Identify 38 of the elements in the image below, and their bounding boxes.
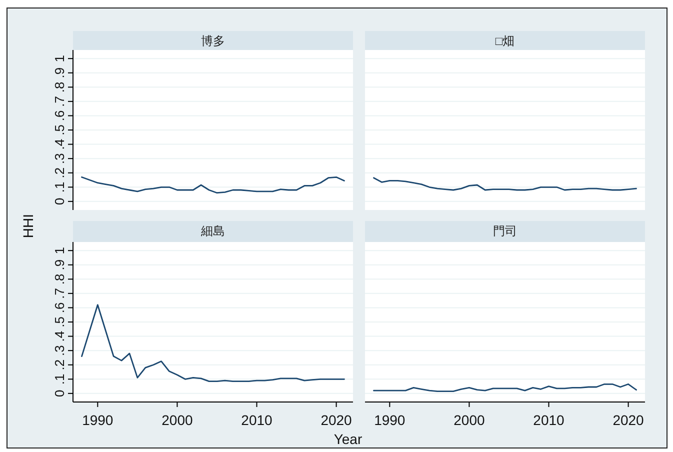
x-tick-label: 2000 — [454, 412, 485, 428]
y-tick-label: .8 — [52, 82, 67, 93]
y-tick-label: 0 — [52, 390, 67, 398]
y-tick-label: .6 — [52, 302, 67, 314]
x-tick-label: 2010 — [533, 412, 565, 428]
y-tick-label: 1 — [52, 54, 67, 62]
y-tick-label: 0 — [52, 198, 67, 206]
y-tick-label: .1 — [52, 182, 67, 193]
chart-title: 門司 — [493, 224, 517, 238]
y-tick-label: .6 — [52, 110, 67, 122]
y-tick-label: .3 — [52, 345, 67, 356]
y-tick-label: .5 — [52, 124, 67, 136]
y-tick-label: .7 — [52, 96, 67, 107]
x-tick-label: 1990 — [374, 412, 406, 428]
y-tick-label: .2 — [52, 167, 67, 178]
y-tick-label: .1 — [52, 374, 67, 385]
y-tick-label: .4 — [52, 138, 67, 150]
chart-title: 細島 — [200, 224, 225, 238]
chart-title: 博多 — [201, 34, 225, 48]
chart-title: □畑 — [495, 34, 515, 48]
y-tick-label: .4 — [52, 330, 67, 342]
y-tick-label: 1 — [52, 246, 67, 254]
x-tick-label: 2020 — [612, 412, 644, 428]
y-tick-label: .9 — [52, 259, 67, 270]
line-series — [81, 304, 345, 382]
x-tick-label: 2000 — [162, 412, 193, 428]
line-series — [81, 176, 345, 194]
y-tick-label: .8 — [52, 274, 67, 285]
y-axis-title: HHI — [20, 214, 36, 238]
y-tick-label: .7 — [52, 288, 67, 299]
y-tick-label: .5 — [52, 316, 67, 328]
y-tick-label: .3 — [52, 153, 67, 164]
y-tick-label: .9 — [52, 67, 67, 78]
x-axis-title: Year — [334, 431, 362, 447]
x-tick-label: 1990 — [82, 412, 114, 428]
y-tick-label: .2 — [52, 359, 67, 370]
x-tick-label: 2010 — [241, 412, 273, 428]
x-tick-label: 2020 — [320, 412, 352, 428]
